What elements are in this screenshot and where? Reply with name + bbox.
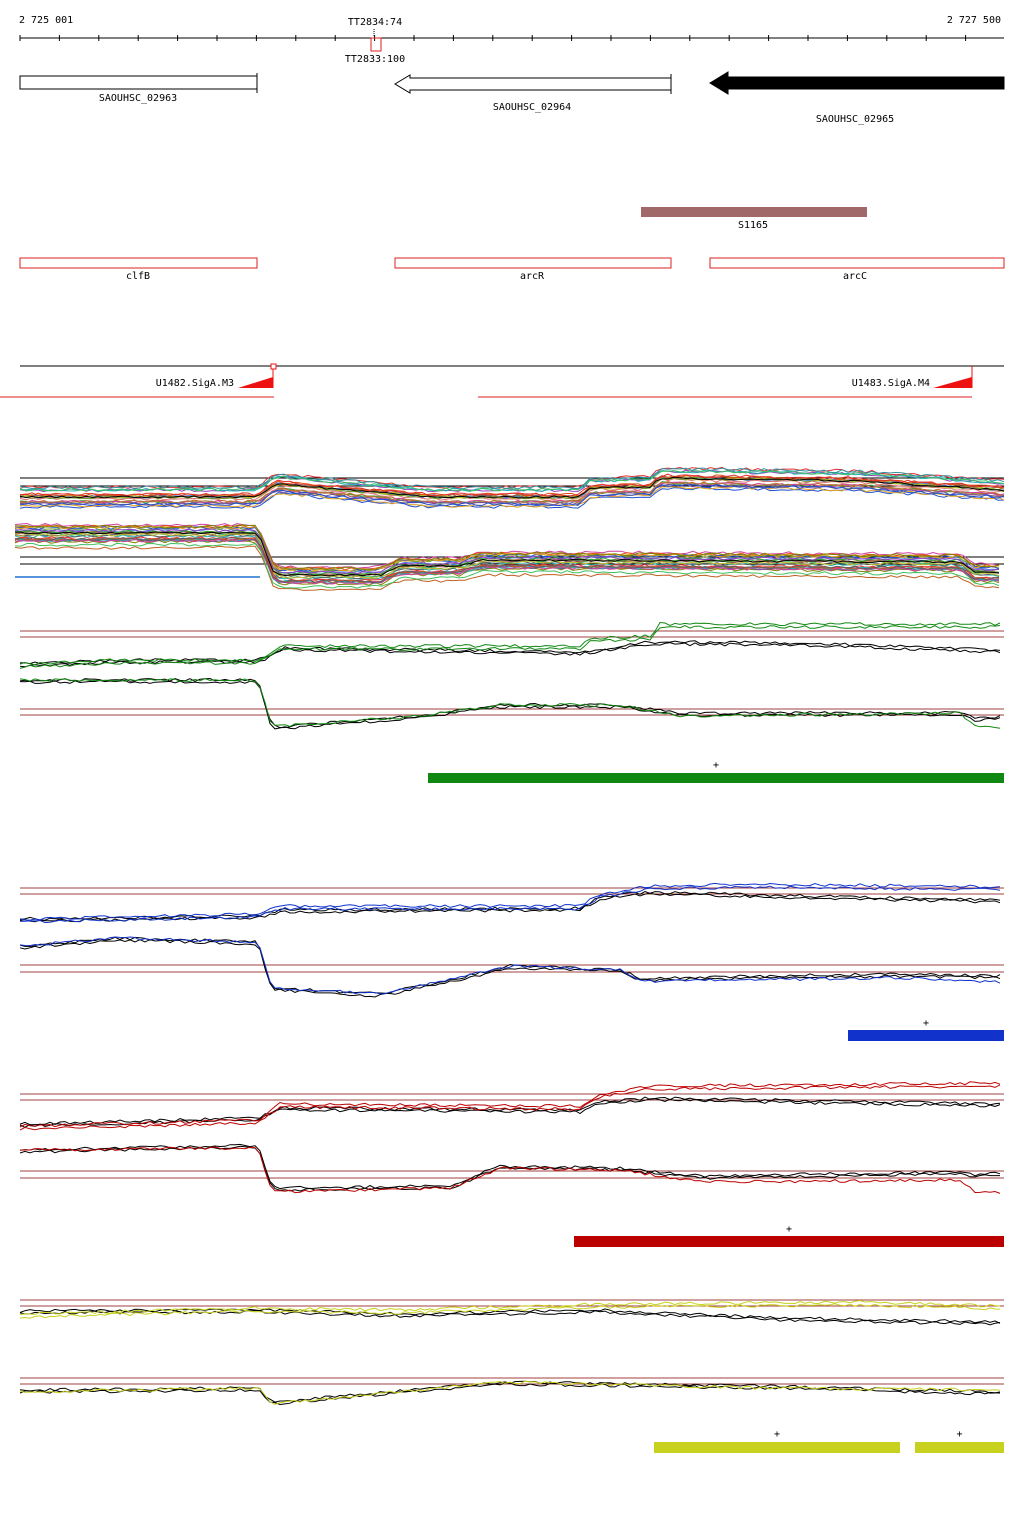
promoter-label: U1483.SigA.M4 [852, 378, 930, 389]
promoter-ramp-icon [933, 377, 972, 388]
overview-profile-line [14, 533, 1000, 579]
replicate-profile-line [19, 891, 1001, 921]
overview-profile-line [19, 477, 1005, 501]
terminator-box[interactable] [370, 37, 382, 52]
replicate-profile-line [19, 1143, 1001, 1190]
overview-profile-line [14, 522, 1000, 569]
strand-label: + [713, 760, 719, 771]
expressed-segment-bar [915, 1442, 1004, 1453]
promoter-marker [270, 363, 277, 370]
replicate-profile-line [19, 1098, 1001, 1128]
replicate-profile-line [19, 1382, 1001, 1406]
gene-arrow[interactable] [19, 75, 258, 90]
replicate-profile-line [19, 892, 1001, 923]
strand-label: + [923, 1018, 929, 1029]
condition-track-yellow: + + [19, 1299, 1004, 1453]
overview-profile-line [14, 530, 1000, 577]
replicate-profile-line [19, 640, 1001, 665]
overview-profile-line [19, 473, 1005, 497]
condition-profile-line [19, 621, 1001, 666]
strand-label: + [956, 1429, 962, 1440]
replicate-profile-line [19, 939, 1001, 998]
overview-profile-line [14, 538, 1000, 585]
ruler-start-label: 2 725 001 [19, 15, 73, 26]
condition-track-red: + [19, 1081, 1004, 1247]
ruler-end-label: 2 727 500 [947, 15, 1001, 26]
condition-profile-line [19, 1303, 1001, 1319]
condition-profile-line [19, 678, 1001, 729]
terminator-feature[interactable]: TT2834:74 TT2833:100 [345, 17, 405, 65]
overview-expression-panel [14, 466, 1005, 591]
condition-profile-line [19, 624, 1001, 669]
replicate-profile-line [19, 677, 1001, 729]
condition-profile-line [19, 882, 1001, 921]
overview-profile-line [14, 524, 1000, 571]
overview-profile-line [14, 537, 1000, 584]
condition-profile-line [19, 1146, 1001, 1194]
expressed-segment-bar [654, 1442, 900, 1453]
overview-profile-line [19, 467, 1005, 490]
gene-name-box[interactable] [394, 257, 672, 269]
gene-saouhsc-02964[interactable]: SAOUHSC_02964 [394, 74, 672, 113]
gene-name-box[interactable] [709, 257, 1005, 269]
gene-saouhsc-02963[interactable]: SAOUHSC_02963 [19, 73, 258, 104]
srna-bar[interactable] [641, 207, 867, 217]
promoter-track: U1482.SigA.M3 U1483.SigA.M4 [0, 363, 1004, 398]
overview-profile-line [15, 531, 1000, 577]
replicate-profile-line [19, 1096, 1001, 1126]
terminator-bottom-label: TT2833:100 [345, 54, 405, 65]
promoter-u1483[interactable]: U1483.SigA.M4 [478, 366, 973, 398]
strand-label: + [774, 1429, 780, 1440]
gene-name-label: arcR [520, 271, 545, 282]
condition-profile-line [19, 936, 1001, 995]
overview-profile-line [19, 476, 1005, 499]
gene-name-label: clfB [126, 271, 150, 282]
expressed-segment-bar [848, 1030, 1004, 1041]
overview-profile-line [14, 528, 1000, 575]
terminator-top-label: TT2834:74 [348, 17, 402, 28]
condition-profile-line [19, 1084, 1001, 1131]
condition-profile-line [19, 1299, 1001, 1316]
srna-feature[interactable]: S1165 [641, 207, 867, 231]
condition-profile-line [19, 885, 1001, 924]
condition-profile-line [19, 1380, 1001, 1405]
promoter-label: U1482.SigA.M3 [156, 378, 234, 389]
overview-profile-line [19, 469, 1005, 492]
coordinate-ruler: 2 725 001 2 727 500 [19, 15, 1004, 41]
ruler-ticks [19, 35, 967, 41]
expressed-segment-bar [574, 1236, 1004, 1247]
gene-saouhsc-02965[interactable]: SAOUHSC_02965 [709, 71, 1005, 125]
gene-name-label: arcC [843, 271, 867, 282]
overview-profile-line [19, 484, 1005, 507]
gene-arrow[interactable] [709, 71, 1005, 95]
overview-profile-line [14, 542, 1000, 589]
condition-track-blue: + [19, 882, 1004, 1041]
promoter-ramp-icon [238, 377, 273, 388]
gene-label: SAOUHSC_02964 [493, 102, 571, 113]
condition-track-green: + [19, 621, 1004, 783]
strand-label: + [786, 1224, 792, 1235]
promoter-u1482[interactable]: U1482.SigA.M3 [0, 363, 277, 398]
gene-label: SAOUHSC_02963 [99, 93, 177, 104]
expressed-segment-bar [428, 773, 1004, 783]
gene-arrow[interactable] [394, 74, 672, 94]
gene-track: SAOUHSC_02963 SAOUHSC_02964 SAOUHSC_0296… [19, 71, 1005, 125]
gene-name-track: clfB arcR arcC [19, 257, 1005, 282]
replicate-profile-line [19, 1308, 1001, 1324]
condition-profile-line [19, 1081, 1001, 1128]
gene-name-box[interactable] [19, 257, 258, 269]
overview-profile-line [14, 545, 1000, 591]
replicate-profile-line [19, 1310, 1001, 1326]
srna-label: S1165 [738, 220, 768, 231]
gene-label: SAOUHSC_02965 [816, 114, 894, 125]
